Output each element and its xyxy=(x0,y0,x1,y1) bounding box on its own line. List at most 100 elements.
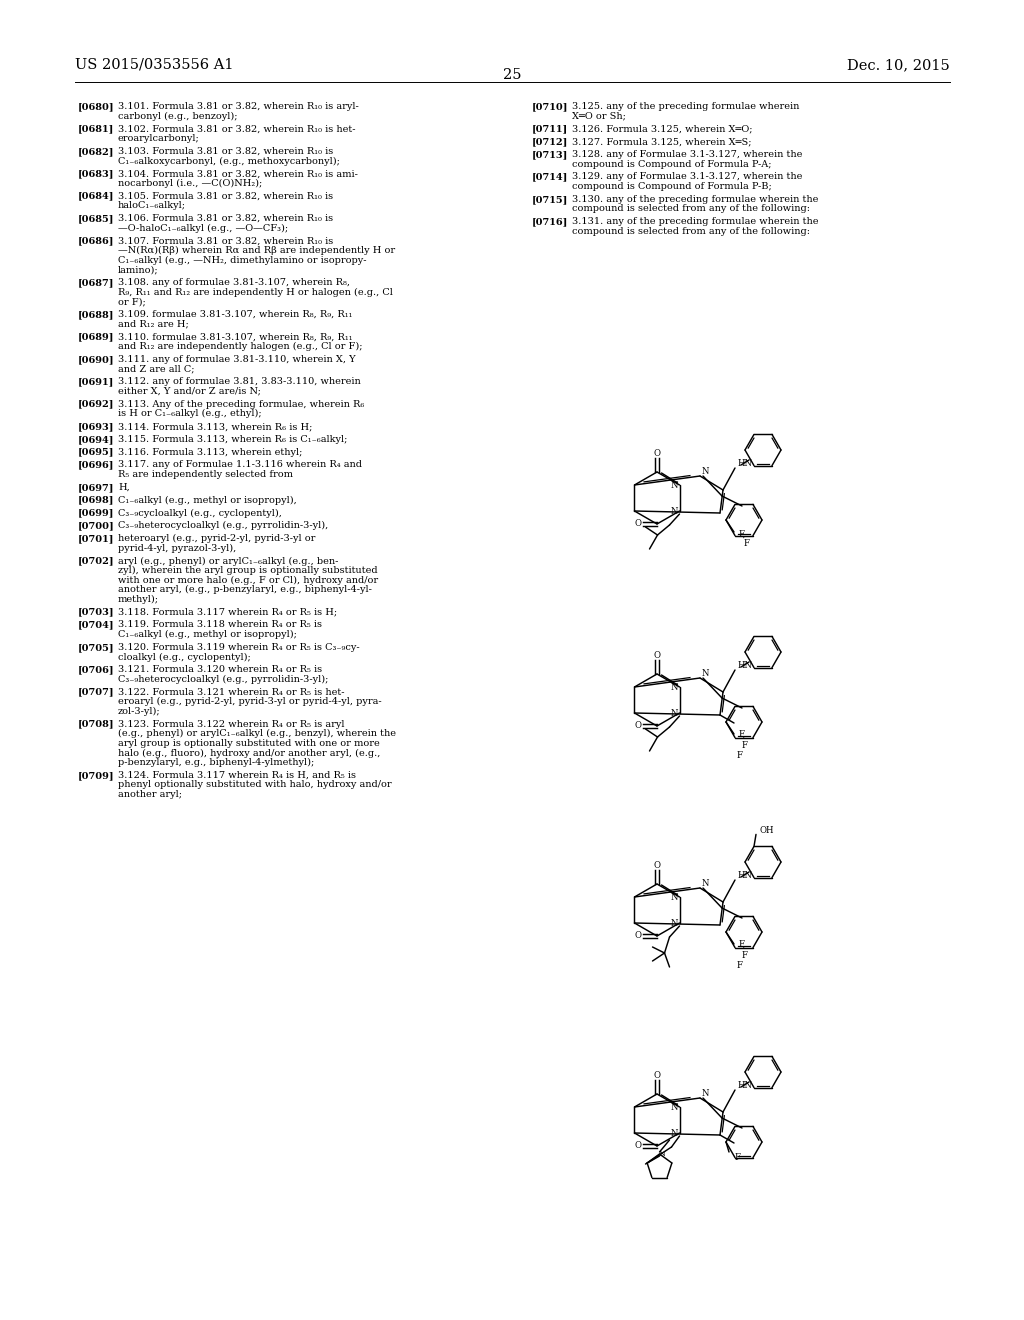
Text: 3.127. Formula 3.125, wherein X═S;: 3.127. Formula 3.125, wherein X═S; xyxy=(572,137,752,147)
Text: [0710]: [0710] xyxy=(532,102,568,111)
Text: [0684]: [0684] xyxy=(78,191,115,201)
Text: p-benzylaryl, e.g., biphenyl-4-ylmethyl);: p-benzylaryl, e.g., biphenyl-4-ylmethyl)… xyxy=(118,758,314,767)
Text: 3.102. Formula 3.81 or 3.82, wherein R₁₀ is het-: 3.102. Formula 3.81 or 3.82, wherein R₁₀… xyxy=(118,124,355,133)
Text: 3.122. Formula 3.121 wherein R₄ or R₅ is het-: 3.122. Formula 3.121 wherein R₄ or R₅ is… xyxy=(118,688,344,697)
Text: haloC₁₋₆alkyl;: haloC₁₋₆alkyl; xyxy=(118,201,186,210)
Text: 3.117. any of Formulae 1.1-3.116 wherein R₄ and: 3.117. any of Formulae 1.1-3.116 wherein… xyxy=(118,461,362,470)
Text: another aryl;: another aryl; xyxy=(118,789,182,799)
Text: 25: 25 xyxy=(503,69,521,82)
Text: [0698]: [0698] xyxy=(78,495,115,504)
Text: 3.131. any of the preceding formulae wherein the: 3.131. any of the preceding formulae whe… xyxy=(572,218,818,226)
Text: and R₁₂ are H;: and R₁₂ are H; xyxy=(118,319,188,329)
Text: C₁₋₆alkyl (e.g., methyl or isopropyl),: C₁₋₆alkyl (e.g., methyl or isopropyl), xyxy=(118,495,297,504)
Text: C₃₋₉heterocycloalkyl (e.g., pyrrolidin-3-yl);: C₃₋₉heterocycloalkyl (e.g., pyrrolidin-3… xyxy=(118,675,329,684)
Text: [0714]: [0714] xyxy=(532,173,568,181)
Text: eroaryl (e.g., pyrid-2-yl, pyrid-3-yl or pyrid-4-yl, pyra-: eroaryl (e.g., pyrid-2-yl, pyrid-3-yl or… xyxy=(118,697,382,706)
Text: R₅ are independently selected from: R₅ are independently selected from xyxy=(118,470,293,479)
Text: carbonyl (e.g., benzoyl);: carbonyl (e.g., benzoyl); xyxy=(118,112,238,120)
Text: 3.124. Formula 3.117 wherein R₄ is H, and R₅ is: 3.124. Formula 3.117 wherein R₄ is H, an… xyxy=(118,771,356,780)
Text: 3.116. Formula 3.113, wherein ethyl;: 3.116. Formula 3.113, wherein ethyl; xyxy=(118,447,302,457)
Text: N: N xyxy=(671,480,678,490)
Text: F,: F, xyxy=(739,730,746,738)
Text: O: O xyxy=(653,651,660,660)
Text: and Z are all C;: and Z are all C; xyxy=(118,364,195,374)
Text: [0688]: [0688] xyxy=(78,310,115,319)
Text: F: F xyxy=(744,540,750,549)
Text: nocarbonyl (i.e., —C(O)NH₂);: nocarbonyl (i.e., —C(O)NH₂); xyxy=(118,178,262,187)
Text: [0701]: [0701] xyxy=(78,535,115,543)
Text: 3.119. Formula 3.118 wherein R₄ or R₅ is: 3.119. Formula 3.118 wherein R₄ or R₅ is xyxy=(118,620,322,630)
Text: O: O xyxy=(635,520,641,528)
Text: [0700]: [0700] xyxy=(78,521,115,531)
Text: [0712]: [0712] xyxy=(532,137,568,147)
Text: 3.125. any of the preceding formulae wherein: 3.125. any of the preceding formulae whe… xyxy=(572,102,800,111)
Text: 3.110. formulae 3.81-3.107, wherein R₈, R₉, R₁₁: 3.110. formulae 3.81-3.107, wherein R₈, … xyxy=(118,333,352,342)
Text: 3.113. Any of the preceding formulae, wherein R₆: 3.113. Any of the preceding formulae, wh… xyxy=(118,400,365,409)
Text: heteroaryl (e.g., pyrid-2-yl, pyrid-3-yl or: heteroaryl (e.g., pyrid-2-yl, pyrid-3-yl… xyxy=(118,535,315,543)
Text: C₁₋₆alkoxycarbonyl, (e.g., methoxycarbonyl);: C₁₋₆alkoxycarbonyl, (e.g., methoxycarbon… xyxy=(118,156,340,165)
Text: and R₁₂ are independently halogen (e.g., Cl or F);: and R₁₂ are independently halogen (e.g.,… xyxy=(118,342,362,351)
Text: [0708]: [0708] xyxy=(78,719,115,729)
Text: HN: HN xyxy=(738,660,753,669)
Text: [0681]: [0681] xyxy=(78,124,115,133)
Text: —N(Rα)(Rβ) wherein Rα and Rβ are independently H or: —N(Rα)(Rβ) wherein Rα and Rβ are indepen… xyxy=(118,246,395,255)
Text: N: N xyxy=(671,507,678,516)
Text: 3.109. formulae 3.81-3.107, wherein R₈, R₉, R₁₁: 3.109. formulae 3.81-3.107, wherein R₈, … xyxy=(118,310,352,319)
Text: R₉, R₁₁ and R₁₂ are independently H or halogen (e.g., Cl: R₉, R₁₁ and R₁₂ are independently H or h… xyxy=(118,288,393,297)
Text: 3.120. Formula 3.119 wherein R₄ or R₅ is C₃₋₉cy-: 3.120. Formula 3.119 wherein R₄ or R₅ is… xyxy=(118,643,359,652)
Text: lamino);: lamino); xyxy=(118,265,159,275)
Text: 3.105. Formula 3.81 or 3.82, wherein R₁₀ is: 3.105. Formula 3.81 or 3.82, wherein R₁₀… xyxy=(118,191,333,201)
Text: [0693]: [0693] xyxy=(78,422,115,432)
Text: [0682]: [0682] xyxy=(78,147,115,156)
Text: 3.121. Formula 3.120 wherein R₄ or R₅ is: 3.121. Formula 3.120 wherein R₄ or R₅ is xyxy=(118,665,323,675)
Text: C₁₋₆alkyl (e.g., —NH₂, dimethylamino or isopropy-: C₁₋₆alkyl (e.g., —NH₂, dimethylamino or … xyxy=(118,256,367,265)
Text: N: N xyxy=(701,467,709,477)
Text: [0689]: [0689] xyxy=(78,333,115,342)
Text: [0692]: [0692] xyxy=(78,400,115,409)
Text: X═O or Sh;: X═O or Sh; xyxy=(572,112,626,120)
Text: HN: HN xyxy=(738,870,753,879)
Text: [0691]: [0691] xyxy=(78,378,115,387)
Text: O: O xyxy=(635,722,641,730)
Text: F,: F, xyxy=(739,529,746,539)
Text: O: O xyxy=(635,932,641,940)
Text: OH: OH xyxy=(760,826,774,836)
Text: 3.108. any of formulae 3.81-3.107, wherein R₈,: 3.108. any of formulae 3.81-3.107, where… xyxy=(118,279,350,286)
Text: [0706]: [0706] xyxy=(78,665,115,675)
Text: N: N xyxy=(701,669,709,678)
Text: [0703]: [0703] xyxy=(78,607,115,616)
Text: [0715]: [0715] xyxy=(532,195,568,203)
Text: 3.129. any of Formulae 3.1-3.127, wherein the: 3.129. any of Formulae 3.1-3.127, wherei… xyxy=(572,173,803,181)
Text: pyrid-4-yl, pyrazol-3-yl),: pyrid-4-yl, pyrazol-3-yl), xyxy=(118,544,237,553)
Text: methyl);: methyl); xyxy=(118,595,159,605)
Text: N: N xyxy=(671,709,678,718)
Text: 3.118. Formula 3.117 wherein R₄ or R₅ is H;: 3.118. Formula 3.117 wherein R₄ or R₅ is… xyxy=(118,607,337,616)
Text: F: F xyxy=(737,751,743,760)
Text: [0709]: [0709] xyxy=(78,771,115,780)
Text: US 2015/0353556 A1: US 2015/0353556 A1 xyxy=(75,58,233,73)
Text: 3.126. Formula 3.125, wherein X═O;: 3.126. Formula 3.125, wherein X═O; xyxy=(572,124,753,133)
Text: aryl (e.g., phenyl) or arylC₁₋₆alkyl (e.g., ben-: aryl (e.g., phenyl) or arylC₁₋₆alkyl (e.… xyxy=(118,557,338,565)
Text: 3.106. Formula 3.81 or 3.82, wherein R₁₀ is: 3.106. Formula 3.81 or 3.82, wherein R₁₀… xyxy=(118,214,333,223)
Text: 3.128. any of Formulae 3.1-3.127, wherein the: 3.128. any of Formulae 3.1-3.127, wherei… xyxy=(572,150,803,158)
Text: [0686]: [0686] xyxy=(78,236,115,246)
Text: compound is Compound of Formula P-A;: compound is Compound of Formula P-A; xyxy=(572,160,771,169)
Text: N: N xyxy=(671,682,678,692)
Text: [0690]: [0690] xyxy=(78,355,115,364)
Text: [0685]: [0685] xyxy=(78,214,115,223)
Text: [0707]: [0707] xyxy=(78,688,115,697)
Text: [0695]: [0695] xyxy=(78,447,115,457)
Text: —O-haloC₁₋₆alkyl (e.g., —O—CF₃);: —O-haloC₁₋₆alkyl (e.g., —O—CF₃); xyxy=(118,223,288,232)
Text: (e.g., phenyl) or arylC₁₋₆alkyl (e.g., benzyl), wherein the: (e.g., phenyl) or arylC₁₋₆alkyl (e.g., b… xyxy=(118,729,396,738)
Text: eroarylcarbonyl;: eroarylcarbonyl; xyxy=(118,135,200,143)
Text: [0716]: [0716] xyxy=(532,218,568,226)
Text: O: O xyxy=(653,449,660,458)
Text: N: N xyxy=(701,879,709,888)
Text: compound is selected from any of the following:: compound is selected from any of the fol… xyxy=(572,205,810,214)
Text: [0683]: [0683] xyxy=(78,169,115,178)
Text: [0697]: [0697] xyxy=(78,483,115,492)
Text: 3.114. Formula 3.113, wherein R₆ is H;: 3.114. Formula 3.113, wherein R₆ is H; xyxy=(118,422,312,432)
Text: halo (e.g., fluoro), hydroxy and/or another aryl, (e.g.,: halo (e.g., fluoro), hydroxy and/or anot… xyxy=(118,748,380,758)
Text: phenyl optionally substituted with halo, hydroxy and/or: phenyl optionally substituted with halo,… xyxy=(118,780,391,789)
Text: O: O xyxy=(635,1142,641,1151)
